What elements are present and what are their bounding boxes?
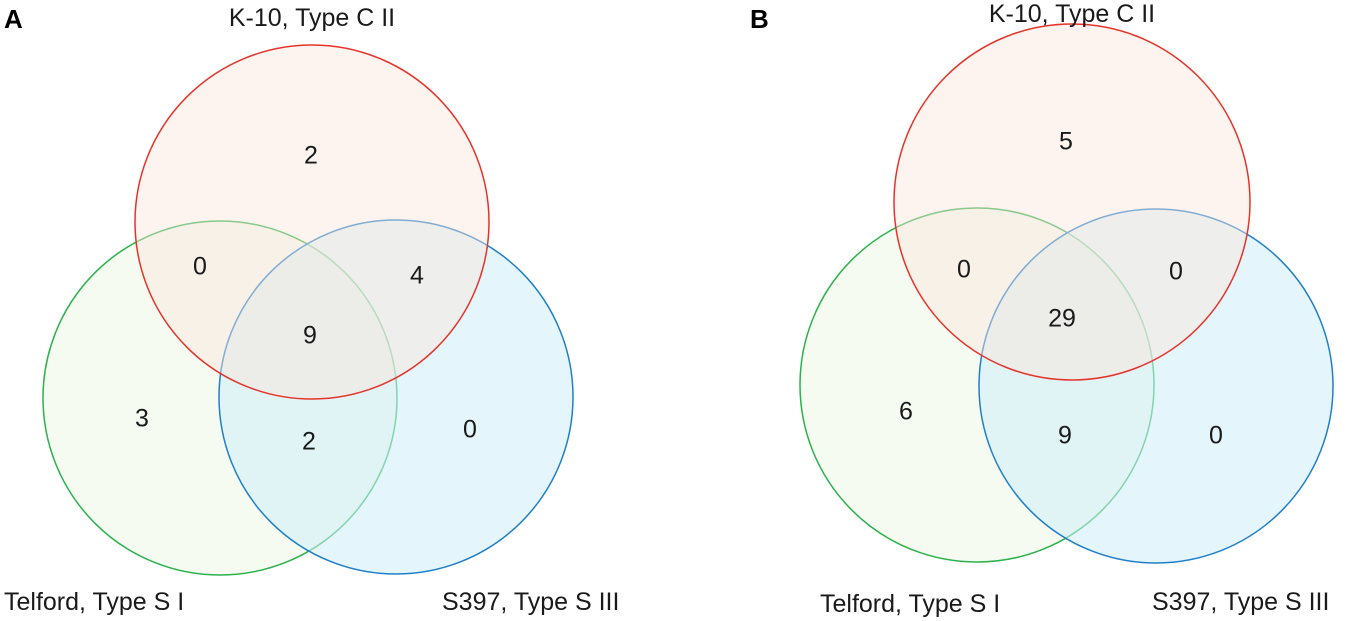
region-s397-only: 0 [463, 416, 477, 444]
set-label-telford: Telford, Type S I [4, 588, 184, 616]
set-label-s397: S397, Type S III [442, 588, 619, 616]
region-all-three: 9 [303, 322, 317, 350]
region-telford-only: 3 [135, 405, 149, 433]
region-all-three: 29 [1048, 305, 1076, 333]
region-k10-telford: 0 [957, 256, 971, 284]
set-circle-k10 [134, 44, 490, 400]
set-label-k10: K-10, Type C II [989, 0, 1155, 28]
region-s397-only: 0 [1209, 422, 1223, 450]
venn-panel-b: B K-10, Type C II Telford, Type S I S397… [750, 0, 1334, 618]
set-label-s397: S397, Type S III [1152, 588, 1329, 616]
panel-letter: A [4, 4, 23, 34]
venn-panel-a: A K-10, Type C II Telford, Type S I S397… [4, 4, 619, 616]
region-k10-s397: 4 [410, 262, 424, 290]
region-telford-s397: 2 [302, 428, 316, 456]
region-k10-only: 2 [304, 142, 318, 170]
set-circle-s397 [978, 208, 1334, 564]
set-label-k10: K-10, Type C II [229, 4, 395, 32]
region-k10-telford: 0 [193, 253, 207, 281]
region-k10-only: 5 [1059, 128, 1073, 156]
set-circle-s397 [218, 219, 574, 575]
region-telford-only: 6 [899, 398, 913, 426]
panel-letter: B [750, 4, 769, 34]
region-k10-s397: 0 [1169, 258, 1183, 286]
set-label-telford: Telford, Type S I [820, 590, 1000, 618]
region-telford-s397: 9 [1058, 422, 1072, 450]
set-circle-k10 [893, 23, 1251, 381]
